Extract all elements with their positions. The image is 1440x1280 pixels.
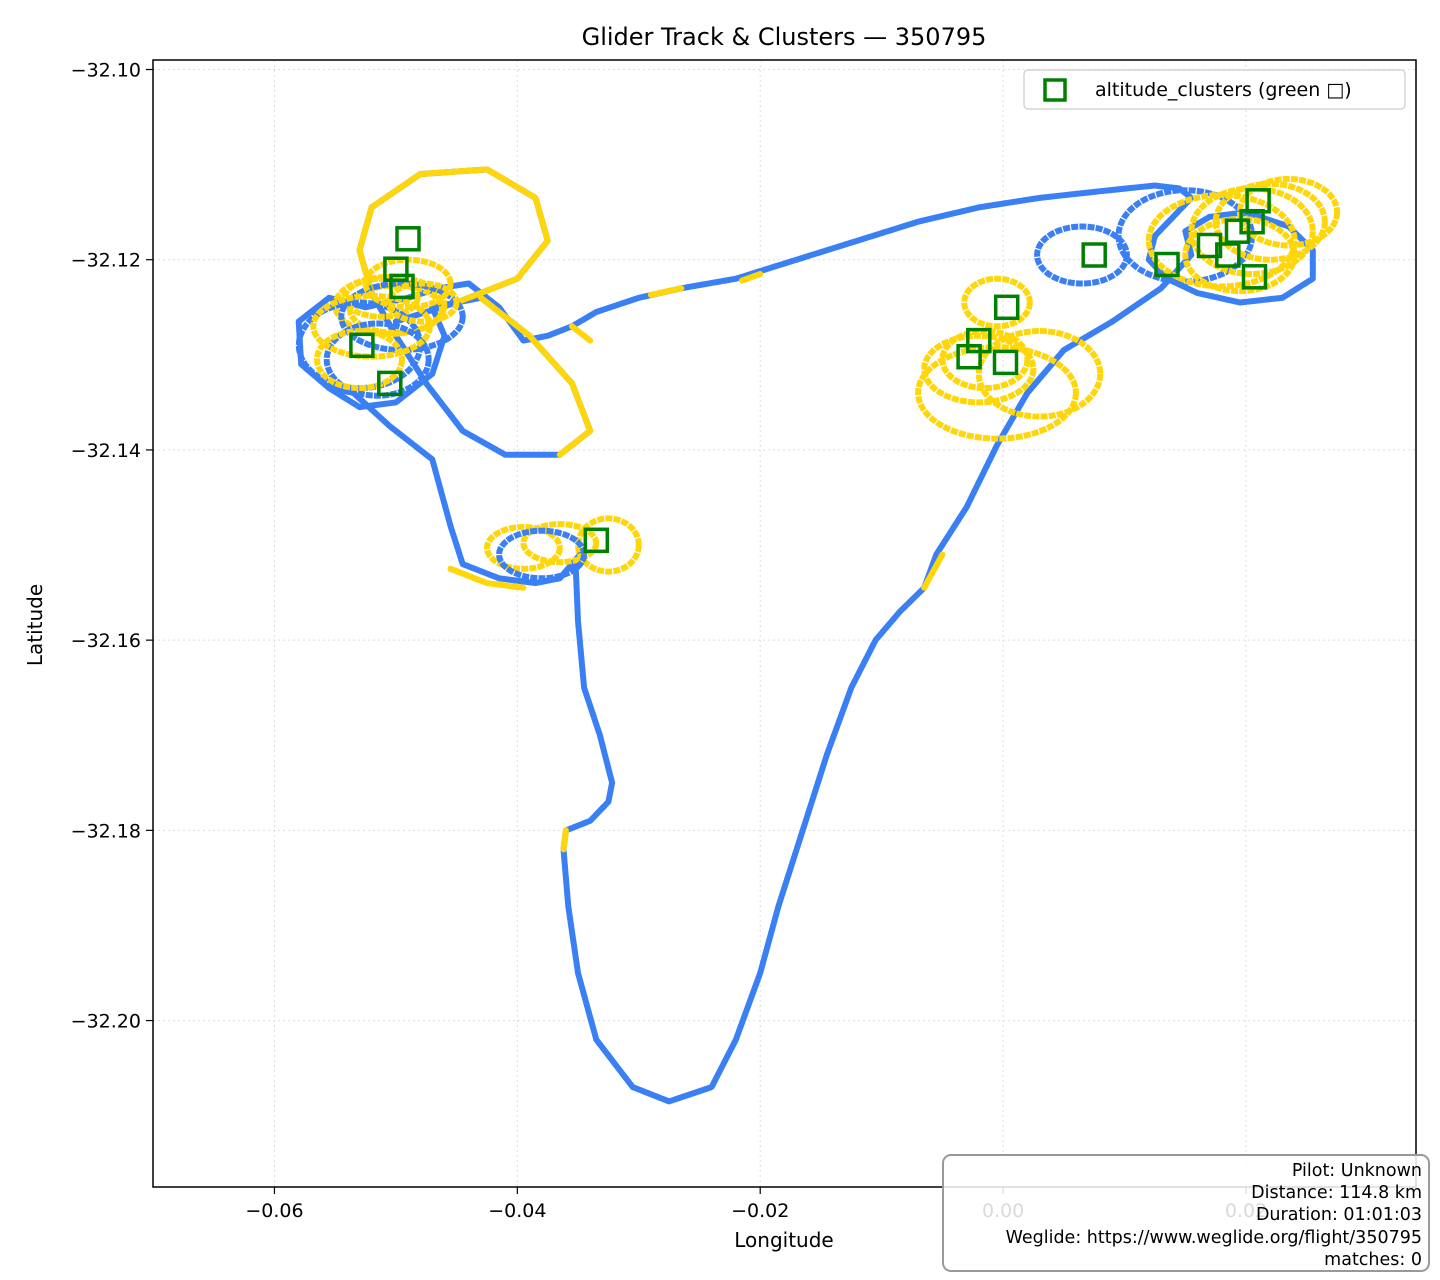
- flight-info-box: Pilot: Unknown Distance: 114.8 km Durati…: [942, 1154, 1430, 1272]
- climb-segment: [647, 285, 685, 298]
- thermal-circle-climb: [314, 328, 405, 392]
- cluster-marker: [1245, 188, 1271, 214]
- climb-segment: [447, 565, 527, 591]
- thermal-circle-climb: [1188, 185, 1316, 277]
- cluster-marker: [1154, 251, 1180, 278]
- y-axis-label: Latitude: [23, 584, 47, 666]
- x-tick-label: −0.02: [731, 1200, 789, 1222]
- climb-segment: [477, 294, 594, 458]
- cluster-marker: [377, 370, 403, 397]
- climb-segment: [921, 551, 946, 591]
- thermal-circle-climb: [939, 328, 1031, 392]
- thermal-circle-climb: [915, 344, 1079, 442]
- y-axis: −32.10 −32.12 −32.14 −32.16 −32.18 −32.20: [71, 60, 153, 1033]
- thermal-circle-climb: [385, 280, 460, 325]
- y-tick-label: −32.12: [71, 250, 141, 272]
- track-line: [295, 182, 1316, 1105]
- legend-marker-square-icon: [1043, 78, 1067, 102]
- cluster-marker: [956, 343, 982, 370]
- y-tick-label: −32.10: [71, 60, 141, 82]
- climb-segment: [569, 323, 594, 344]
- x-tick-label: −0.06: [245, 1200, 303, 1222]
- distance-text: Distance: 114.8 km: [1251, 1183, 1422, 1204]
- legend: altitude_clusters (green □): [1023, 69, 1406, 110]
- thermal-circle-climb: [484, 524, 563, 572]
- plot-frame: [152, 59, 1417, 1188]
- cluster-marker: [1081, 242, 1107, 268]
- matches-text: matches: 0: [1324, 1249, 1422, 1270]
- cluster-marker: [389, 273, 415, 300]
- weglide-link[interactable]: Weglide: https://www.weglide.org/flight/…: [1005, 1227, 1422, 1248]
- climb-segment: [560, 827, 569, 853]
- y-tick-label: −32.14: [71, 440, 141, 462]
- thermal-circle-climb: [575, 515, 642, 575]
- plot-area: [295, 166, 1341, 1105]
- legend-frame: [1023, 69, 1406, 110]
- climb-segment: [739, 271, 764, 284]
- chart-title: Glider Track & Clusters — 350795: [582, 23, 987, 51]
- cluster-marker: [395, 226, 421, 252]
- duration-text: Duration: 01:01:03: [1255, 1205, 1422, 1226]
- cluster-marker: [993, 294, 1020, 321]
- cluster-marker: [583, 527, 610, 554]
- thermal-circle-climb: [921, 332, 1037, 406]
- cluster-marker: [383, 256, 409, 282]
- y-tick-label: −32.20: [71, 1011, 141, 1033]
- thermal-circle-climb: [975, 328, 1104, 420]
- cluster-marker: [349, 332, 375, 359]
- y-tick-label: −32.18: [71, 820, 141, 842]
- x-axis-label: Longitude: [734, 1228, 833, 1252]
- thermal-circle-climb: [961, 275, 1033, 330]
- cluster-marker: [1241, 264, 1268, 290]
- thermal-circle: [496, 527, 588, 582]
- cluster-marker: [1215, 242, 1241, 268]
- thermal-circle-climb: [520, 521, 600, 566]
- legend-label: altitude_clusters (green □): [1095, 79, 1352, 101]
- climb-segment: [356, 166, 551, 306]
- cluster-marker: [992, 349, 1019, 376]
- y-tick-label: −32.16: [71, 630, 141, 652]
- x-tick-label: −0.04: [488, 1200, 546, 1222]
- pilot-text: Pilot: Unknown: [1291, 1161, 1422, 1181]
